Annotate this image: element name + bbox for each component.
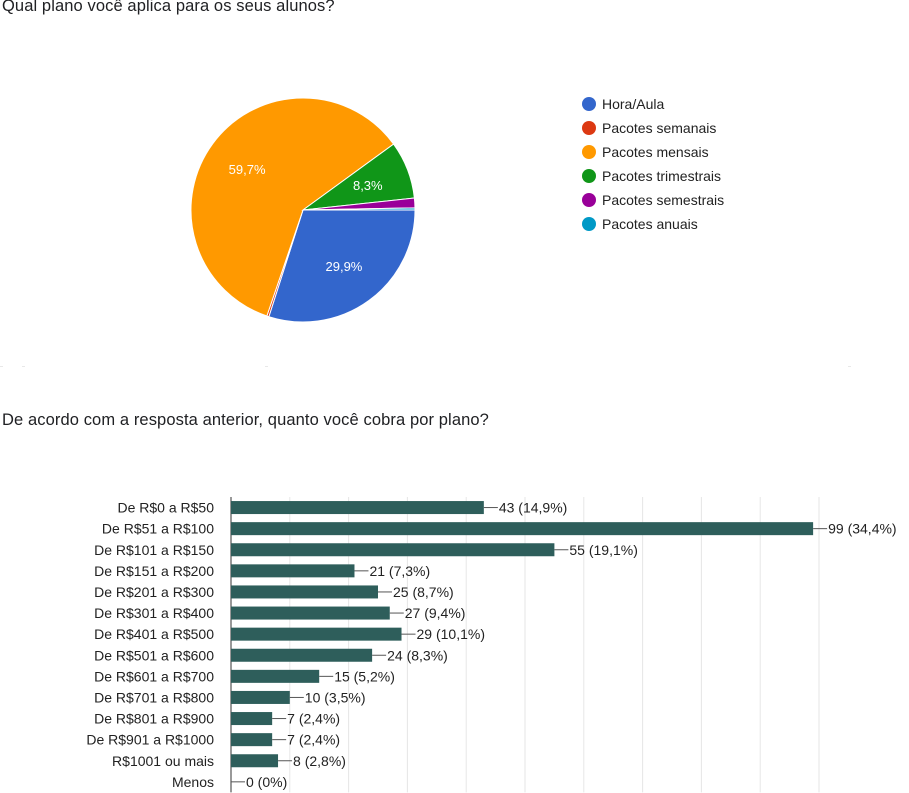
legend-swatch (582, 217, 596, 231)
bar-value-label: 8 (2,8%) (293, 753, 346, 769)
divider-mark (848, 366, 851, 367)
bar-value-label: 25 (8,7%) (393, 584, 454, 600)
bar (231, 690, 290, 704)
category-label: De R$701 a R$800 (94, 689, 214, 705)
pie-slice-label: 8,3% (353, 178, 383, 193)
bar (231, 754, 279, 768)
legend-swatch (582, 145, 596, 159)
bar-value-label: 0 (0%) (246, 774, 287, 790)
category-label: De R$601 a R$700 (94, 668, 214, 684)
legend-label: Pacotes semestrais (602, 192, 724, 208)
legend-item-pacotes-trimestrais: Pacotes trimestrais (582, 168, 721, 184)
category-label: De R$51 a R$100 (102, 521, 214, 537)
legend-item-pacotes-semestrais: Pacotes semestrais (582, 192, 724, 208)
bar (231, 669, 320, 683)
legend-item-pacotes-semanais: Pacotes semanais (582, 120, 716, 136)
bar-value-label: 24 (8,3%) (387, 647, 448, 663)
pie-slice-pacotes-anuais (302, 207, 416, 211)
legend-swatch (582, 169, 596, 183)
category-label: De R$901 a R$1000 (86, 732, 214, 748)
legend-label: Pacotes trimestrais (602, 168, 721, 184)
legend-label: Pacotes anuais (602, 216, 698, 232)
legend-swatch (582, 97, 596, 111)
bar-value-label: 15 (5,2%) (334, 668, 395, 684)
bar-value-label: 29 (10,1%) (417, 626, 485, 642)
pie-slice-hora-aula (268, 209, 416, 323)
divider-mark (265, 366, 268, 367)
legend-item-pacotes-anuais: Pacotes anuais (582, 216, 698, 232)
legend-item-pacotes-mensais: Pacotes mensais (582, 144, 709, 160)
category-label: De R$501 a R$600 (94, 647, 214, 663)
bar-value-label: 7 (2,4%) (287, 732, 340, 748)
category-label: De R$0 a R$50 (117, 500, 214, 516)
bar (231, 606, 390, 620)
bar-value-label: 21 (7,3%) (369, 563, 430, 579)
legend-label: Pacotes semanais (602, 120, 716, 136)
bar (231, 585, 378, 599)
category-label: De R$401 a R$500 (94, 626, 214, 642)
bar (231, 712, 273, 726)
bar (231, 522, 814, 536)
legend-label: Hora/Aula (602, 96, 664, 112)
legend-label: Pacotes mensais (602, 144, 709, 160)
pie-slice-label: 59,7% (229, 162, 266, 177)
bar (231, 648, 373, 662)
bar-value-label: 43 (14,9%) (499, 500, 567, 516)
legend-item-hora-aula: Hora/Aula (582, 96, 664, 112)
bar-value-label: 10 (3,5%) (305, 689, 366, 705)
pie-chart: 29,9% 59,7% 8,3% Hora/Aula Pacotes semanais P… (190, 96, 724, 323)
bar (231, 627, 402, 641)
category-label: De R$201 a R$300 (94, 584, 214, 600)
category-label: R$1001 ou mais (112, 753, 214, 769)
bar (231, 543, 555, 557)
category-label: De R$301 a R$400 (94, 605, 214, 621)
pie-slice-label: 29,9% (326, 259, 363, 274)
question-2-title: De acordo com a resposta anterior, quant… (2, 411, 489, 429)
bar (231, 501, 484, 515)
divider-mark (22, 366, 25, 367)
question-1-title: Qual plano você aplica para os seus alun… (2, 0, 335, 15)
bar-value-label: 7 (2,4%) (287, 711, 340, 727)
category-label: De R$151 a R$200 (94, 563, 214, 579)
pie-slice-pacotes-mensais (190, 97, 395, 317)
divider-mark (0, 366, 3, 367)
bar-value-label: 99 (34,4%) (828, 521, 896, 537)
legend-swatch (582, 121, 596, 135)
category-label: De R$801 a R$900 (94, 711, 214, 727)
bar-value-label: 55 (19,1%) (569, 542, 637, 558)
legend-swatch (582, 193, 596, 207)
bar-value-label: 27 (9,4%) (405, 605, 466, 621)
bar (231, 733, 273, 747)
category-label: De R$101 a R$150 (94, 542, 214, 558)
bar (231, 564, 355, 578)
category-label: Menos (172, 774, 214, 790)
